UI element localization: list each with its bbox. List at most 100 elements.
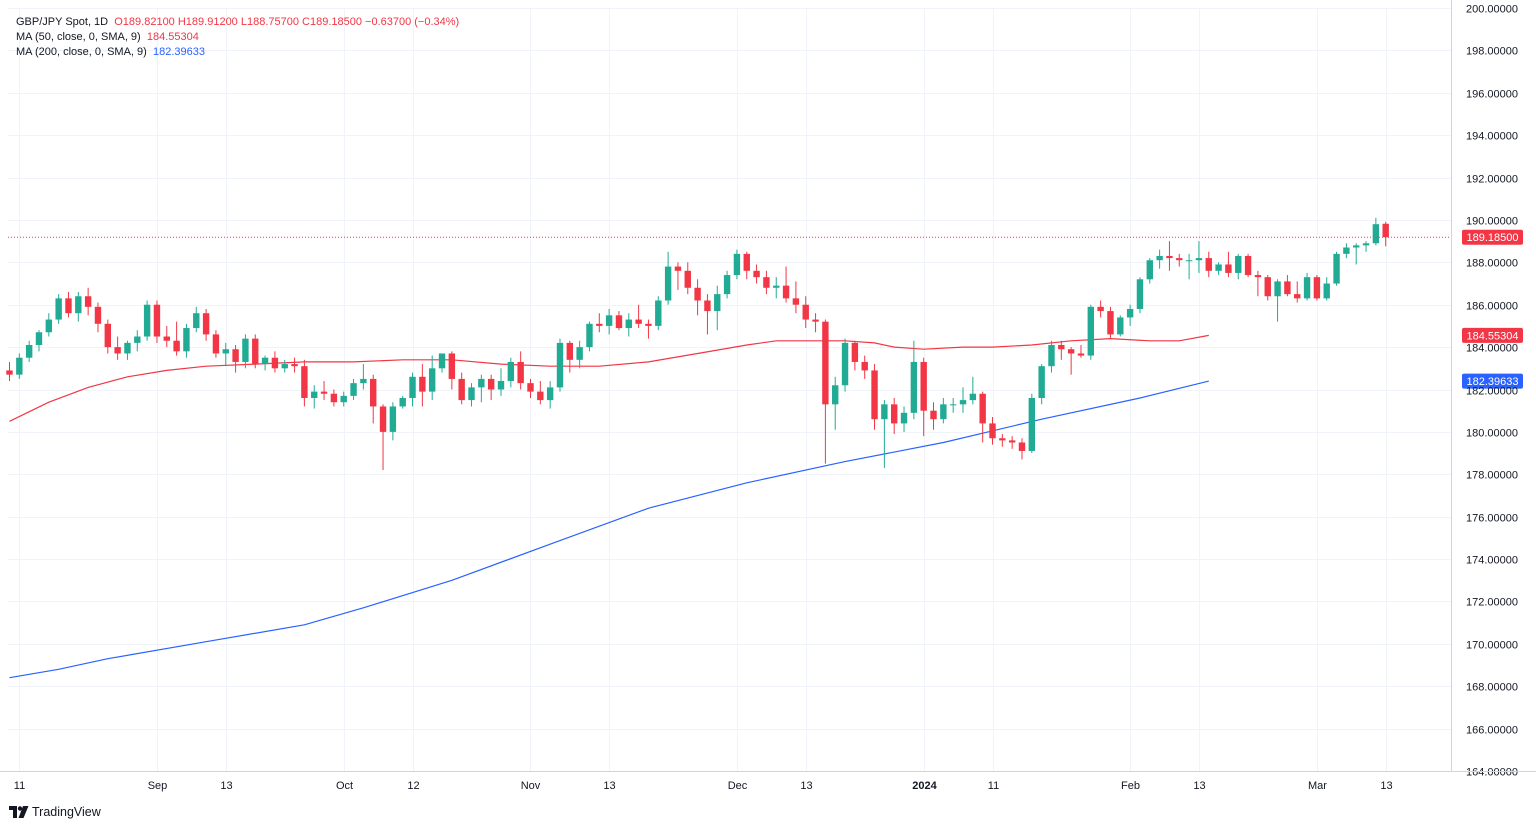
candle: [1126, 304, 1134, 326]
candle-body: [1067, 349, 1075, 354]
legend-ma50-row: MA (50, close, 0, SMA, 9) 184.55304: [16, 30, 459, 45]
ma200-value: 182.39633: [152, 46, 205, 58]
ma200-label[interactable]: MA (200, close, 0, SMA, 9): [16, 46, 147, 58]
candle: [517, 351, 524, 390]
candle: [792, 281, 800, 314]
candle: [1185, 253, 1193, 280]
candle-body: [183, 328, 190, 352]
candle-body: [881, 404, 888, 420]
candle-body: [350, 383, 357, 396]
candle-body: [75, 296, 82, 314]
candle: [143, 300, 151, 341]
candle-body: [94, 306, 102, 324]
ma50-label[interactable]: MA (50, close, 0, SMA, 9): [16, 31, 141, 43]
candle: [891, 397, 898, 435]
candle-body: [1008, 440, 1016, 443]
candle-body: [153, 304, 161, 337]
moving-averages: [9, 334, 1209, 679]
candle: [193, 306, 200, 333]
y-tick-label: 192.00000: [1466, 174, 1518, 186]
candle-body: [1077, 353, 1085, 356]
candle: [497, 368, 505, 396]
ma50-price-label: 184.55304: [1462, 327, 1523, 343]
candle: [1235, 253, 1242, 280]
candle: [1166, 241, 1173, 271]
candle: [507, 357, 515, 388]
candle-body: [124, 342, 131, 354]
candle: [75, 292, 82, 322]
y-tick-label: 170.00000: [1466, 640, 1518, 652]
candle: [1097, 300, 1104, 318]
candle: [153, 300, 161, 343]
candle: [55, 294, 62, 324]
tradingview-brand[interactable]: TradingView: [9, 805, 101, 819]
candle-body: [1225, 264, 1232, 273]
y-tick-label: 182.00000: [1466, 386, 1518, 398]
candle-body: [723, 275, 731, 295]
candle-body: [822, 321, 829, 405]
candle-body: [979, 393, 986, 424]
candle: [379, 404, 387, 471]
last-price-label-box: [1462, 229, 1523, 245]
candle: [822, 319, 829, 464]
candle-body: [409, 376, 416, 398]
candle-body: [114, 347, 121, 354]
candle-body: [851, 342, 859, 362]
y-tick-label: 190.00000: [1466, 216, 1518, 228]
candle: [625, 313, 632, 337]
candle-body: [340, 395, 347, 403]
candle: [1176, 253, 1183, 267]
candle: [252, 334, 259, 369]
candle-body: [773, 285, 780, 288]
candlesticks: [6, 217, 1389, 471]
candle: [714, 285, 721, 331]
last-price-label: 189.18500: [1462, 229, 1523, 245]
candle: [959, 387, 967, 413]
candle: [301, 359, 308, 407]
x-tick-label: 13: [1380, 780, 1392, 792]
candle-body: [261, 357, 269, 365]
candle: [1274, 279, 1281, 322]
candle-body: [1136, 279, 1144, 309]
candle: [1077, 344, 1085, 358]
candle-body: [1195, 258, 1203, 261]
y-tick-label: 178.00000: [1466, 470, 1518, 482]
candle-body: [861, 361, 868, 371]
candle-body: [1333, 253, 1340, 284]
candle: [832, 376, 839, 430]
x-tick-label: Mar: [1308, 780, 1327, 792]
candle-body: [379, 406, 387, 432]
x-tick-label: Nov: [521, 780, 541, 792]
candle-body: [556, 342, 564, 388]
candle-body: [1146, 260, 1153, 280]
y-tick-label: 198.00000: [1466, 46, 1518, 58]
candle-body: [674, 266, 682, 271]
candle-body: [45, 319, 53, 333]
legend-symbol-row: GBP/JPY Spot, 1D O189.82100 H189.91200 L…: [16, 15, 459, 30]
candle-body: [311, 391, 318, 398]
candle: [35, 330, 43, 352]
candle-body: [812, 319, 819, 322]
candle-body: [792, 298, 800, 305]
candle-body: [478, 378, 485, 388]
candle: [782, 266, 790, 303]
x-tick-label: 13: [800, 780, 812, 792]
candle-body: [930, 410, 937, 420]
candle-body: [1058, 344, 1065, 350]
symbol-label[interactable]: GBP/JPY Spot, 1D: [16, 16, 109, 28]
x-tick-label: 2024: [912, 780, 937, 792]
candle: [694, 279, 701, 316]
candle-body: [173, 340, 180, 352]
candle: [1303, 272, 1311, 301]
ohlc-values: O189.82100 H189.91200 L188.75700 C189.18…: [114, 16, 460, 28]
candle-body: [704, 300, 711, 312]
tradingview-logo-icon: [9, 806, 29, 818]
candle: [202, 308, 210, 341]
candle: [576, 340, 583, 369]
x-tick-label: 13: [220, 780, 232, 792]
candle-body: [163, 336, 170, 341]
candle: [871, 364, 878, 430]
candle: [65, 292, 72, 318]
candle-body: [959, 400, 967, 405]
